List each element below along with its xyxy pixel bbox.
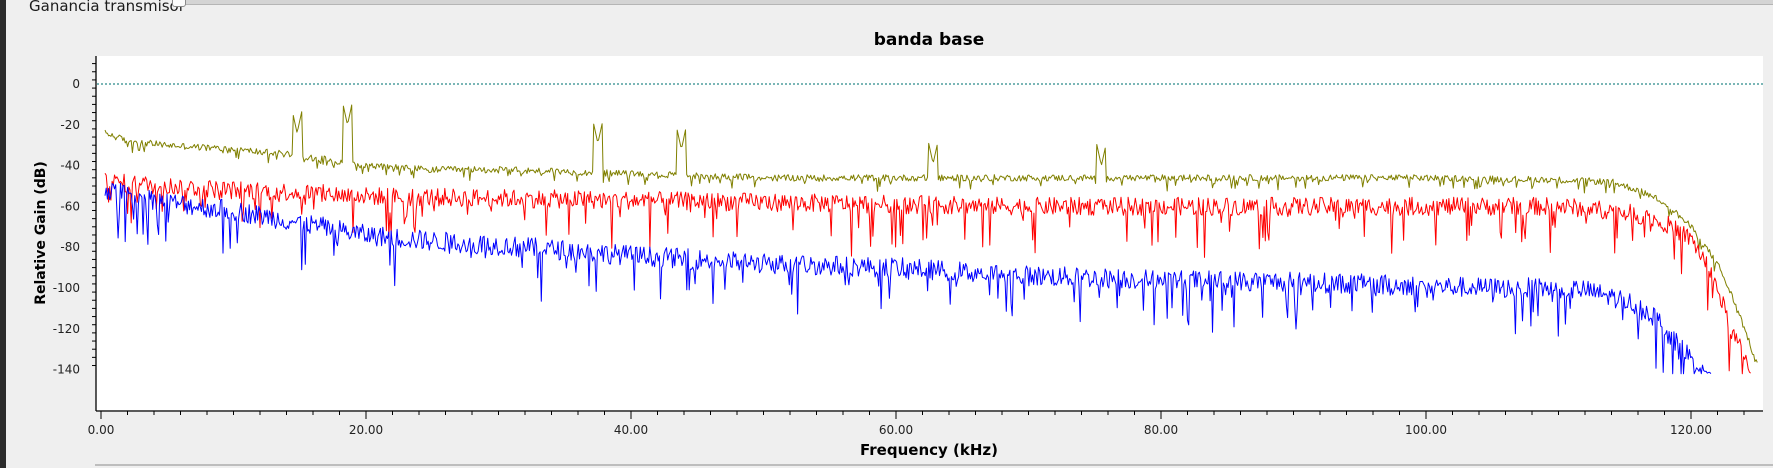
x-tick-label: 80.00 (1144, 423, 1178, 437)
x-tick-label: 20.00 (349, 423, 383, 437)
plot-area (96, 56, 1763, 410)
series-line-1 (104, 104, 1758, 363)
x-tick-label: 100.00 (1405, 423, 1447, 437)
y-tick-label: -60 (60, 199, 80, 213)
y-axis-label: Relative Gain (dB) (33, 161, 49, 305)
x-tick-label: 0.00 (88, 423, 115, 437)
y-tick-label: -140 (53, 363, 80, 377)
chart-title: banda base (874, 30, 985, 50)
slider-label: Ganancia transmisor (29, 0, 185, 15)
x-tick-label: 40.00 (614, 423, 648, 437)
series-line-3 (104, 182, 1712, 375)
y-tick-label: -80 (60, 240, 80, 254)
x-tick-label: 60.00 (879, 423, 913, 437)
x-axis-label: Frequency (kHz) (860, 441, 998, 459)
y-tick-label: 0 (72, 77, 80, 91)
x-tick-label: 120.00 (1670, 423, 1712, 437)
window-edge (0, 0, 6, 468)
y-tick-label: -100 (53, 281, 80, 295)
bottom-divider (95, 464, 1773, 466)
y-tick-label: -20 (60, 118, 80, 132)
gain-slider-track[interactable] (178, 0, 1773, 5)
axis-layer: 0 -20 -40 -60 -80 -100 -120 -140 0.00 20.00 40.00 6… (53, 56, 1763, 437)
series-line-2 (104, 172, 1751, 375)
y-tick-label: -40 (60, 159, 80, 173)
gain-slider-handle[interactable] (172, 0, 186, 7)
series-layer (104, 104, 1758, 375)
y-tick-label: -120 (53, 322, 80, 336)
